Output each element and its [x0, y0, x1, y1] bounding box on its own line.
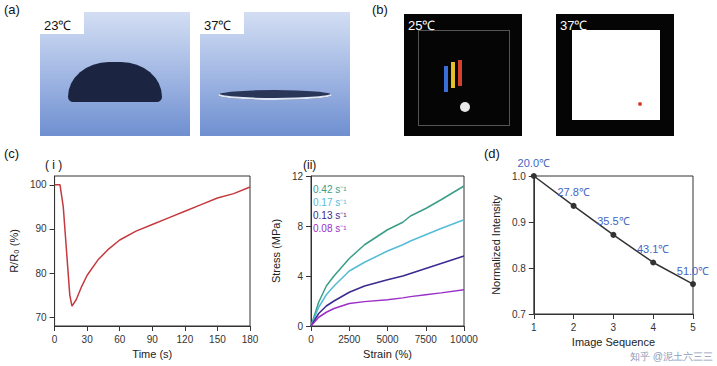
- svg-text:0.08 s⁻¹: 0.08 s⁻¹: [313, 223, 347, 234]
- svg-text:51.0℃: 51.0℃: [677, 265, 709, 277]
- svg-text:0.9: 0.9: [512, 217, 526, 228]
- svg-text:5: 5: [690, 322, 696, 333]
- svg-text:30: 30: [82, 334, 94, 345]
- svg-text:3: 3: [611, 322, 617, 333]
- svg-text:90: 90: [35, 223, 47, 234]
- html-text:(b): (b): [372, 2, 388, 17]
- svg-text:70: 70: [35, 312, 47, 323]
- svg-text:0.17 s⁻¹: 0.17 s⁻¹: [313, 197, 347, 208]
- svg-text:35.5℃: 35.5℃: [597, 215, 629, 227]
- svg-text:0: 0: [52, 334, 58, 345]
- svg-text:0: 0: [297, 321, 303, 332]
- svg-text:12: 12: [292, 171, 304, 182]
- svg-text:27.8℃: 27.8℃: [557, 186, 589, 198]
- svg-text:( i ): ( i ): [45, 158, 62, 172]
- svg-text:0.13 s⁻¹: 0.13 s⁻¹: [313, 210, 347, 221]
- svg-text:10000: 10000: [450, 334, 478, 345]
- svg-text:150: 150: [209, 334, 226, 345]
- svg-text:60: 60: [114, 334, 126, 345]
- html-text:(d): (d): [484, 146, 500, 161]
- svg-text:2: 2: [571, 322, 577, 333]
- html-text:37℃: 37℃: [560, 18, 588, 33]
- svg-text:100: 100: [30, 179, 47, 190]
- html-text:37℃: 37℃: [204, 18, 232, 33]
- svg-text:1: 1: [531, 322, 537, 333]
- svg-text:Image Sequence: Image Sequence: [572, 336, 655, 348]
- svg-text:Strain (%): Strain (%): [363, 348, 412, 360]
- svg-text:43.1℃: 43.1℃: [637, 243, 669, 255]
- svg-text:Normalized Intensity: Normalized Intensity: [490, 195, 502, 295]
- svg-text:0.8: 0.8: [512, 263, 526, 274]
- svg-text:80: 80: [35, 268, 47, 279]
- svg-text:R/R₀ (%): R/R₀ (%): [8, 229, 20, 273]
- html-text:(a): (a): [4, 2, 20, 17]
- svg-text:120: 120: [177, 334, 194, 345]
- svg-text:0.42 s⁻¹: 0.42 s⁻¹: [313, 184, 347, 195]
- svg-text:Time (s): Time (s): [132, 348, 172, 360]
- svg-text:4: 4: [297, 271, 303, 282]
- svg-text:20.0℃: 20.0℃: [518, 157, 550, 169]
- svg-text:Stress (MPa): Stress (MPa): [270, 219, 282, 283]
- svg-text:8: 8: [297, 221, 303, 232]
- svg-text:0: 0: [308, 334, 314, 345]
- svg-text:(ii): (ii): [303, 158, 316, 172]
- svg-text:4: 4: [650, 322, 656, 333]
- html-text:25℃: 25℃: [408, 18, 436, 33]
- svg-text:180: 180: [242, 334, 259, 345]
- svg-text:5000: 5000: [376, 334, 399, 345]
- html-text:(c): (c): [4, 146, 20, 161]
- svg-text:2500: 2500: [338, 334, 361, 345]
- svg-text:7500: 7500: [415, 334, 438, 345]
- svg-text:0.7: 0.7: [512, 309, 526, 320]
- svg-text:1.0: 1.0: [512, 171, 526, 182]
- html-text:23℃: 23℃: [44, 18, 72, 33]
- svg-text:90: 90: [147, 334, 159, 345]
- html-text:知乎 @泥土六三三: 知乎 @泥土六三三: [630, 351, 713, 362]
